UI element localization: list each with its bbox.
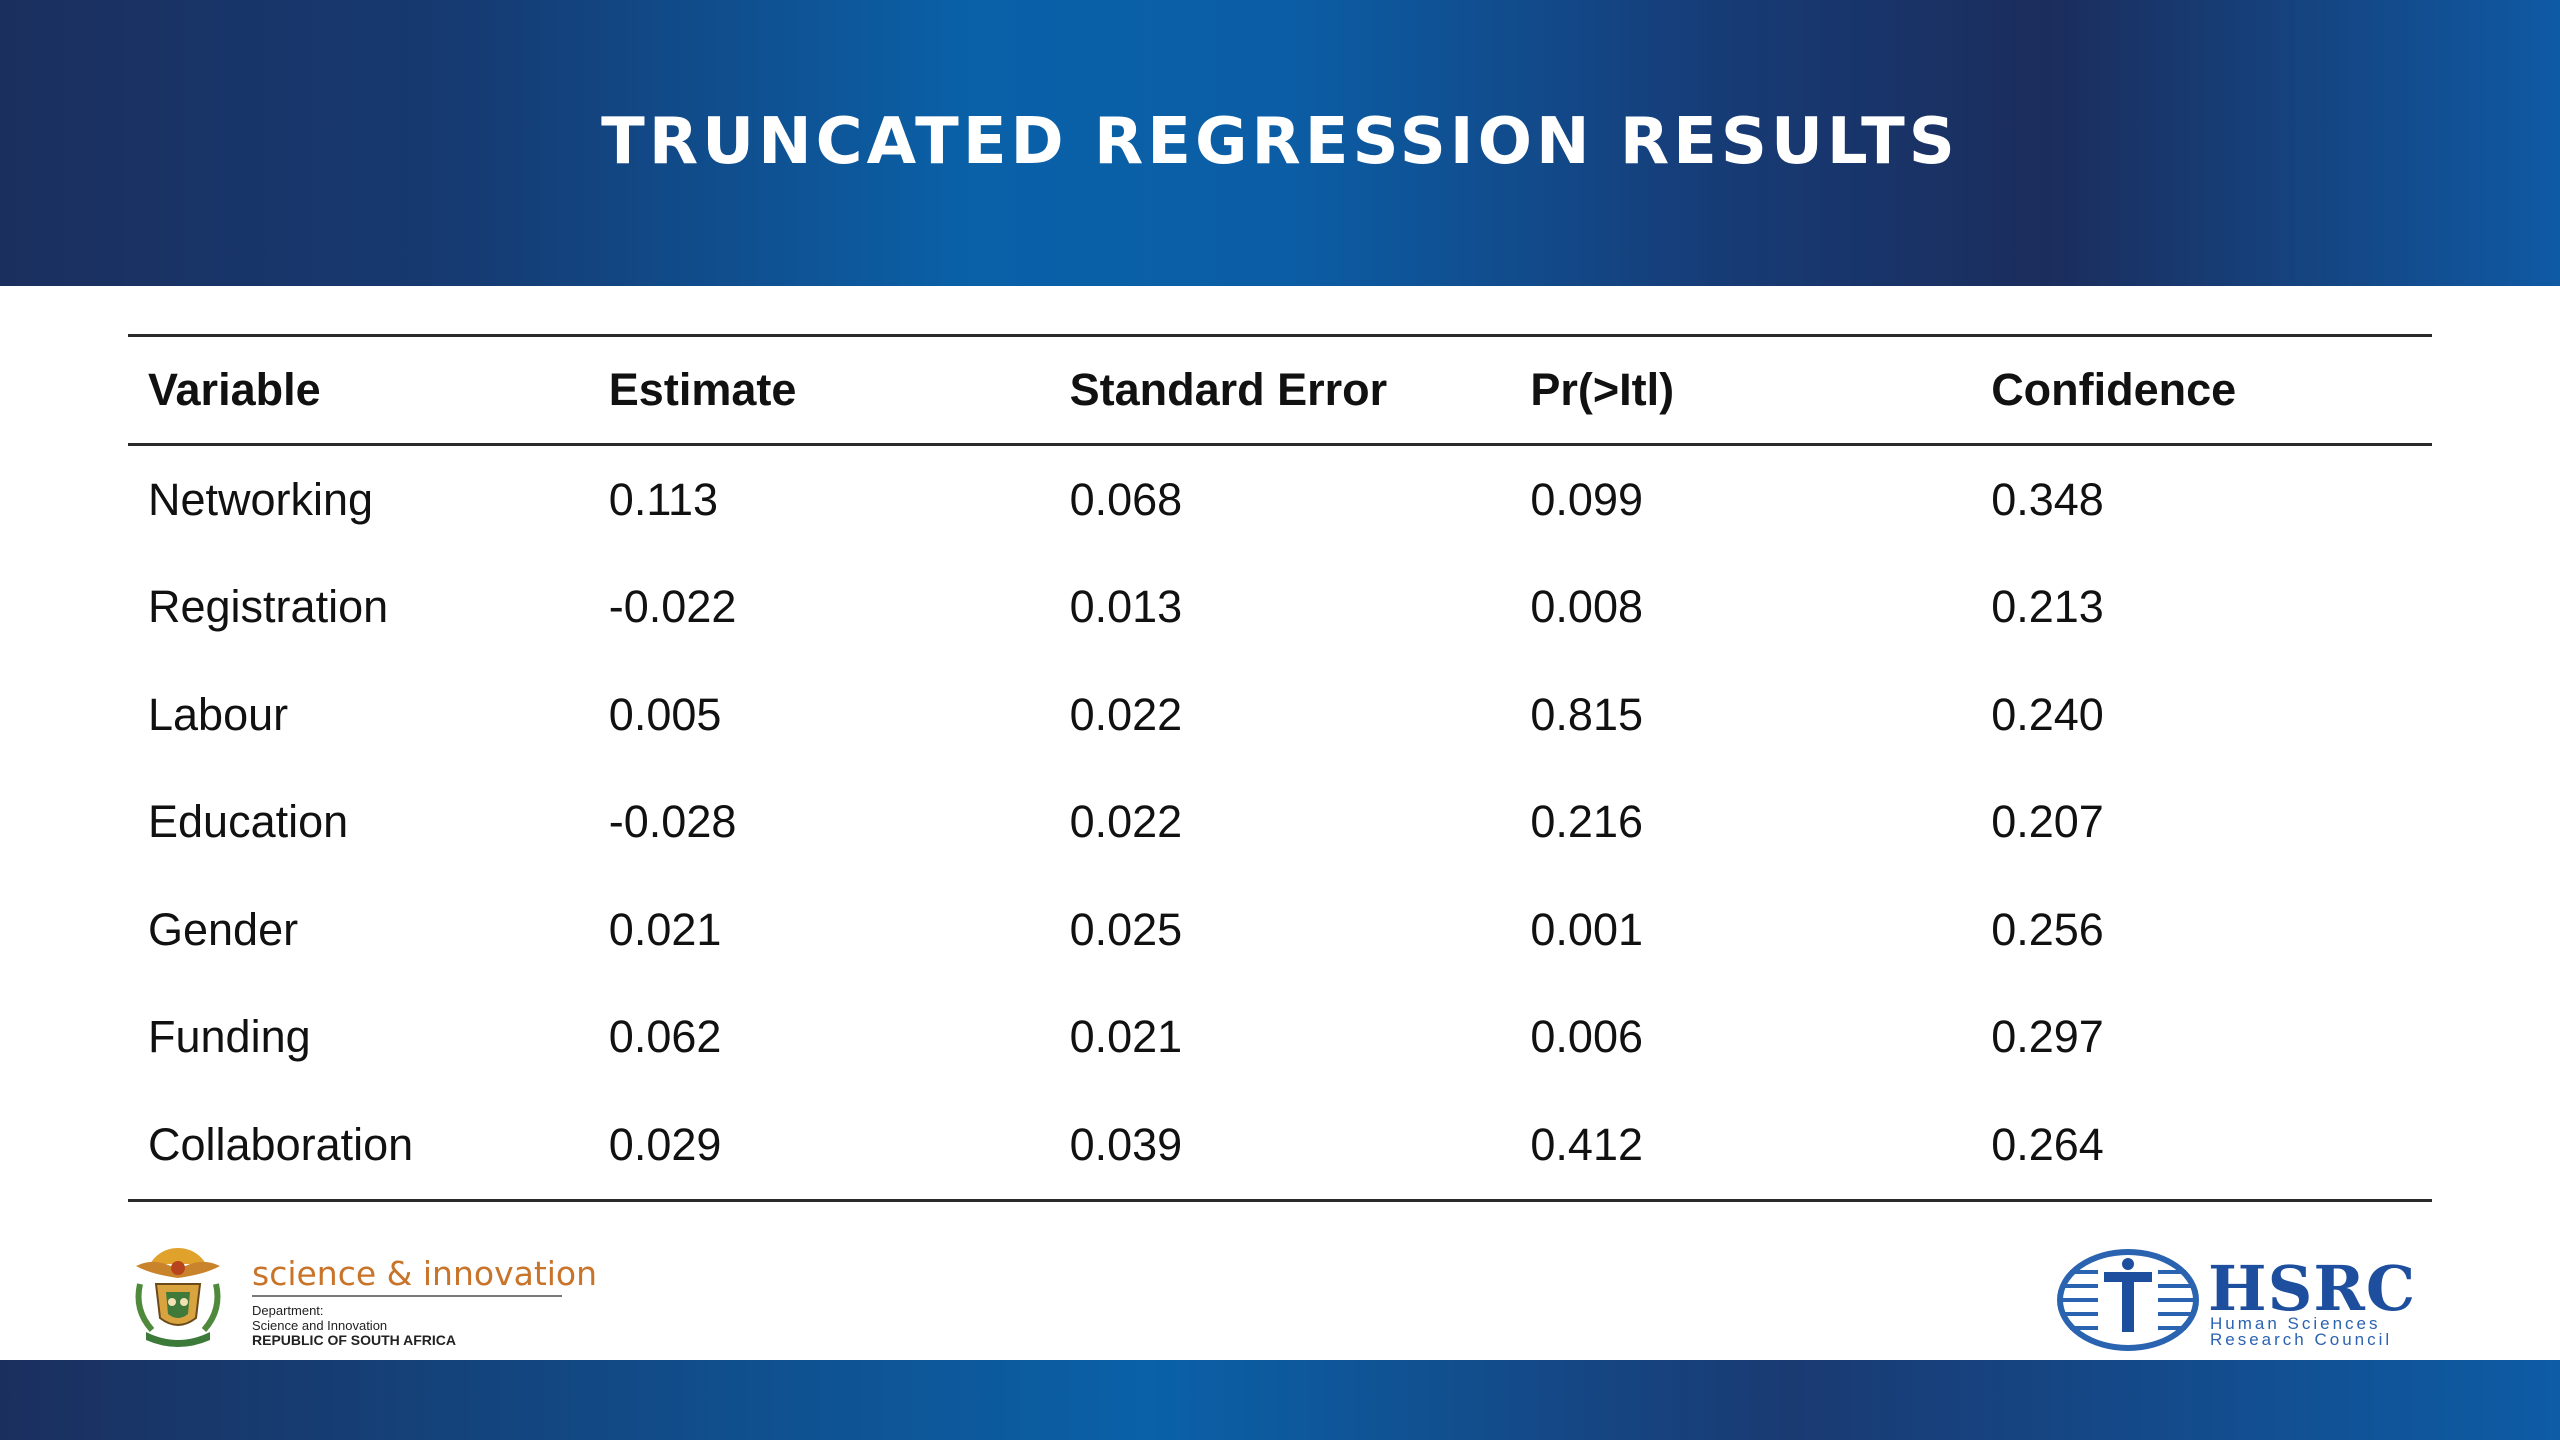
- column-header-pr: Pr(>Itl): [1510, 334, 1972, 446]
- hsrc-name: HSRC: [2208, 1252, 2417, 1325]
- column-header-standard-error: Standard Error: [1049, 334, 1511, 446]
- cell-pr: 0.008: [1530, 581, 1644, 633]
- hsrc-globe-icon: [2057, 1249, 2199, 1351]
- cell-estimate: 0.062: [608, 1011, 722, 1063]
- table-row: Education -0.028 0.022 0.216 0.207: [128, 769, 2432, 877]
- cell-standard-error: 0.022: [1069, 688, 1183, 740]
- cell-pr: 0.412: [1510, 1091, 1972, 1202]
- table-row: Gender 0.021 0.025 0.001 0.256: [128, 876, 2432, 984]
- cell-estimate: 0.029: [588, 1091, 1050, 1202]
- dsi-line-science: Science and Innovation: [252, 1318, 388, 1333]
- cell-variable: Gender: [148, 903, 299, 955]
- hsrc-subtitle-line1: Human Sciences: [2210, 1314, 2381, 1333]
- cell-variable: Registration: [148, 581, 389, 633]
- slide-header: TRUNCATED REGRESSION RESULTS: [0, 0, 2560, 286]
- cell-confidence: 0.256: [1991, 903, 2104, 955]
- cell-variable: Collaboration: [128, 1091, 589, 1202]
- cell-pr: 0.099: [1530, 473, 1644, 525]
- cell-variable: Funding: [148, 1011, 311, 1063]
- dsi-line-republic: REPUBLIC OF SOUTH AFRICA: [252, 1332, 457, 1348]
- cell-estimate: 0.005: [608, 688, 722, 740]
- cell-confidence: 0.264: [1971, 1091, 2432, 1202]
- table-row: Networking 0.113 0.068 0.099 0.348: [128, 445, 2432, 554]
- column-header-variable: Variable: [128, 334, 589, 446]
- hsrc-subtitle-line2: Research Council: [2210, 1330, 2393, 1349]
- hsrc-subtitle: Human Sciences Research Council: [2210, 1314, 2393, 1349]
- regression-table: Variable Estimate Standard Error Pr(>Itl…: [128, 334, 2432, 1202]
- cell-confidence: 0.297: [1991, 1011, 2104, 1063]
- cell-estimate: -0.028: [608, 796, 737, 848]
- regression-table-container: Variable Estimate Standard Error Pr(>Itl…: [128, 334, 2432, 1202]
- table-row: Registration -0.022 0.013 0.008 0.213: [128, 554, 2432, 662]
- cell-variable: Labour: [148, 688, 289, 740]
- cell-standard-error: 0.021: [1069, 1011, 1183, 1063]
- table-header-row: Variable Estimate Standard Error Pr(>Itl…: [128, 334, 2432, 446]
- table-row: Collaboration 0.029 0.039 0.412 0.264: [128, 1091, 2432, 1202]
- dsi-divider: [252, 1295, 562, 1297]
- cell-pr: 0.815: [1530, 688, 1644, 740]
- cell-estimate: 0.113: [608, 473, 719, 525]
- cell-standard-error: 0.039: [1049, 1091, 1511, 1202]
- coat-of-arms-icon: [135, 1248, 221, 1347]
- slide-title: TRUNCATED REGRESSION RESULTS: [601, 105, 1959, 179]
- cell-standard-error: 0.022: [1069, 796, 1183, 848]
- table-row: Labour 0.005 0.022 0.815 0.240: [128, 661, 2432, 769]
- table-row: Funding 0.062 0.021 0.006 0.297: [128, 984, 2432, 1092]
- cell-confidence: 0.207: [1991, 796, 2104, 848]
- footer-band: [0, 1360, 2560, 1440]
- column-header-estimate: Estimate: [588, 334, 1050, 446]
- cell-standard-error: 0.013: [1069, 581, 1183, 633]
- cell-estimate: 0.021: [608, 903, 722, 955]
- cell-estimate: -0.022: [608, 581, 737, 633]
- cell-pr: 0.216: [1530, 796, 1644, 848]
- dsi-brand-name: science & innovation: [252, 1254, 598, 1293]
- dsi-line-department: Department:: [252, 1303, 324, 1318]
- hsrc-logo: HSRC Human Sciences Research Council: [2056, 1248, 2436, 1352]
- column-header-confidence: Confidence: [1971, 334, 2432, 446]
- cell-standard-error: 0.025: [1069, 903, 1183, 955]
- cell-pr: 0.001: [1530, 903, 1644, 955]
- dsi-logo: science & innovation Department: Science…: [126, 1244, 597, 1350]
- cell-confidence: 0.240: [1991, 688, 2104, 740]
- cell-confidence: 0.213: [1991, 581, 2104, 633]
- cell-variable: Education: [148, 796, 349, 848]
- cell-pr: 0.006: [1530, 1011, 1644, 1063]
- cell-confidence: 0.348: [1991, 473, 2104, 525]
- cell-variable: Networking: [148, 473, 374, 525]
- cell-standard-error: 0.068: [1069, 473, 1183, 525]
- dsi-text-block: science & innovation Department: Science…: [252, 1254, 692, 1348]
